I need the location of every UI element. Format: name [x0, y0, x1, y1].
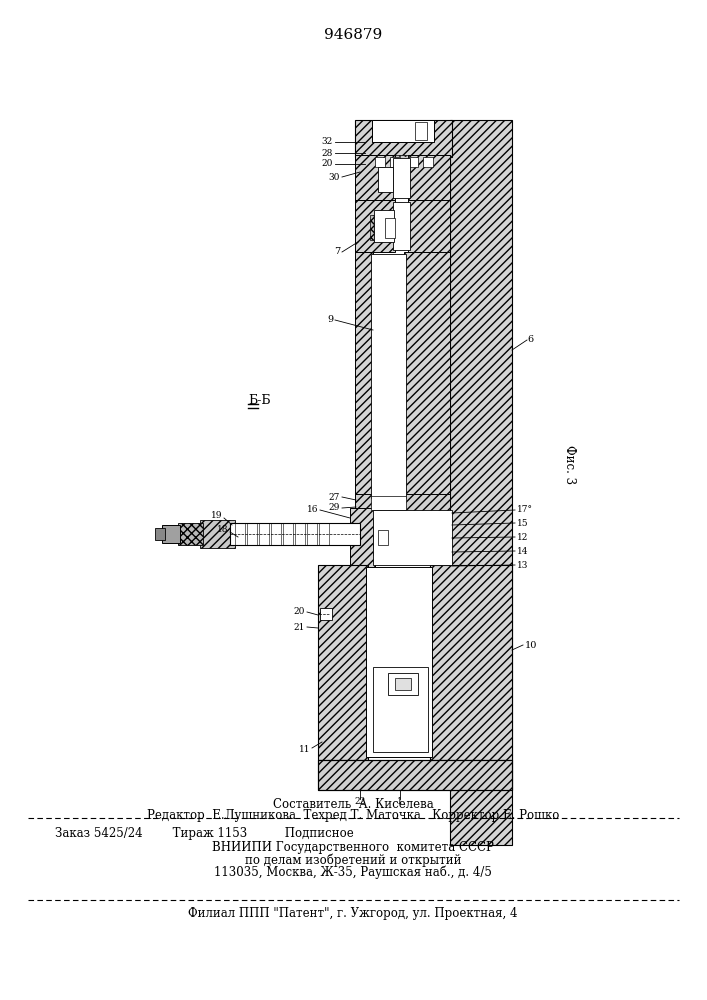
Text: 946879: 946879: [324, 28, 382, 42]
Bar: [370, 215, 395, 240]
Bar: [235, 523, 245, 545]
Bar: [423, 157, 433, 167]
Bar: [318, 760, 512, 790]
Bar: [450, 120, 512, 845]
Text: 27: 27: [329, 492, 340, 502]
Bar: [374, 210, 394, 242]
Bar: [319, 523, 329, 545]
Bar: [366, 567, 432, 757]
Text: по делам изобретений и открытий: по делам изобретений и открытий: [245, 853, 461, 867]
Bar: [355, 155, 395, 200]
Text: 21: 21: [293, 622, 305, 632]
Text: 7: 7: [334, 247, 340, 256]
Text: Фис. 3: Фис. 3: [563, 445, 576, 485]
Text: 28: 28: [322, 148, 333, 157]
Bar: [390, 157, 400, 167]
Bar: [162, 525, 180, 543]
Bar: [378, 167, 393, 192]
Text: Филиал ППП "Патент", г. Ужгород, ул. Проектная, 4: Филиал ППП "Патент", г. Ужгород, ул. Про…: [188, 908, 518, 920]
Bar: [378, 530, 388, 545]
Bar: [393, 202, 410, 250]
Bar: [295, 523, 305, 545]
Bar: [365, 155, 450, 170]
Bar: [355, 494, 450, 512]
Bar: [283, 523, 293, 545]
Text: 29: 29: [329, 504, 340, 512]
Bar: [230, 523, 360, 545]
Bar: [373, 510, 452, 565]
Text: 20: 20: [293, 607, 305, 616]
Bar: [372, 120, 390, 142]
Bar: [355, 120, 452, 157]
Bar: [408, 157, 418, 167]
Bar: [408, 155, 450, 200]
Text: 9: 9: [327, 316, 333, 324]
Text: Редактор  Е.Лушникова  Техред Т. Маточка   Корректор Е. Рошко: Редактор Е.Лушникова Техред Т. Маточка К…: [147, 810, 559, 822]
Text: 30: 30: [329, 172, 340, 182]
Bar: [271, 523, 281, 545]
Bar: [375, 157, 385, 167]
Text: 12: 12: [517, 532, 528, 542]
Bar: [355, 200, 395, 252]
Text: 15: 15: [517, 518, 529, 528]
Text: 16: 16: [307, 506, 318, 514]
Text: Заказ 5425/24        Тираж 1153          Подписное: Заказ 5425/24 Тираж 1153 Подписное: [55, 828, 354, 840]
Text: 17°: 17°: [517, 506, 533, 514]
Bar: [350, 508, 375, 568]
Bar: [318, 760, 512, 790]
Bar: [307, 523, 317, 545]
Bar: [259, 523, 269, 545]
Text: Б-Б: Б-Б: [248, 393, 271, 406]
Bar: [395, 678, 411, 690]
Bar: [415, 122, 427, 140]
Bar: [405, 524, 430, 552]
Text: 11: 11: [298, 746, 310, 754]
Text: 1: 1: [397, 798, 403, 806]
Bar: [372, 120, 434, 142]
Bar: [155, 528, 165, 540]
Text: 22: 22: [354, 798, 366, 806]
Bar: [404, 252, 450, 500]
Bar: [388, 673, 418, 695]
Bar: [247, 523, 257, 545]
Text: 18: 18: [216, 526, 228, 534]
Bar: [385, 218, 395, 238]
Bar: [178, 523, 203, 545]
Bar: [380, 497, 396, 505]
Bar: [355, 252, 373, 500]
Bar: [371, 496, 406, 510]
Text: 113035, Москва, Ж-35, Раушская наб., д. 4/5: 113035, Москва, Ж-35, Раушская наб., д. …: [214, 865, 492, 879]
Text: 13: 13: [517, 560, 528, 570]
Text: 10: 10: [525, 641, 537, 650]
Text: 19: 19: [211, 512, 222, 520]
Text: 32: 32: [322, 137, 333, 146]
Text: 20: 20: [322, 159, 333, 168]
Bar: [373, 520, 408, 555]
Bar: [430, 565, 512, 760]
Bar: [393, 158, 410, 198]
Bar: [318, 565, 368, 760]
Text: 6: 6: [527, 336, 533, 344]
Bar: [395, 120, 413, 142]
Text: Составитель  А. Киселева: Составитель А. Киселева: [273, 798, 433, 810]
Text: 14: 14: [517, 546, 529, 556]
Text: ВНИИПИ Государственного  комитета СССР: ВНИИПИ Государственного комитета СССР: [212, 842, 494, 854]
Bar: [200, 520, 235, 548]
Bar: [373, 667, 428, 752]
Bar: [371, 254, 406, 498]
Bar: [320, 608, 332, 620]
Bar: [408, 200, 450, 252]
